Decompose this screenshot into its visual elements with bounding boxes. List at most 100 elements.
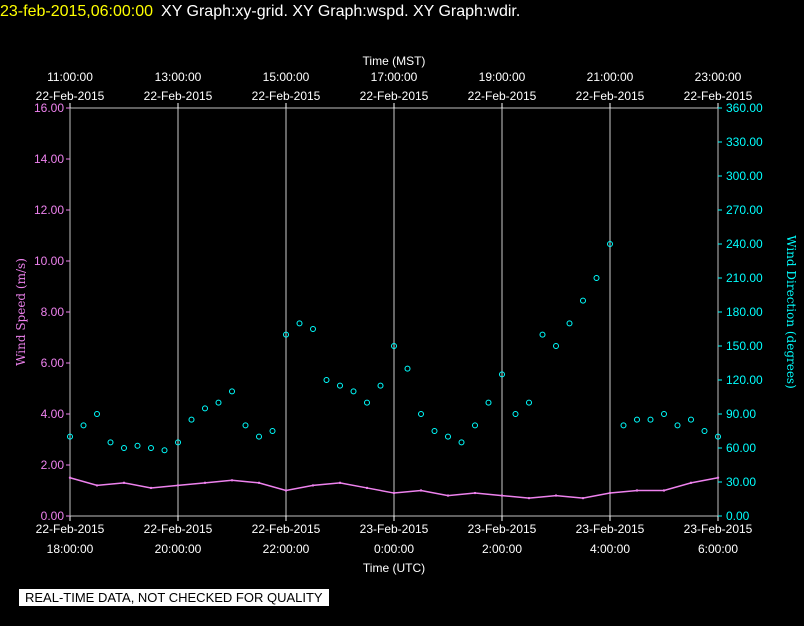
top-tick-time: 19:00:00 [479,70,526,84]
grid-lines [177,108,611,516]
bottom-tick-date: 23-Feb-2015 [576,522,645,536]
wind-speed-point [446,494,450,497]
top-tick-time: 21:00:00 [587,70,634,84]
wind-direction-point [161,447,168,454]
wind-speed-point [176,484,180,487]
wind-direction-point [242,422,249,429]
wind-direction-point [283,331,289,338]
right-tick-label: 270.00 [726,203,763,217]
top-tick-time: 17:00:00 [371,70,418,84]
bottom-tick-time: 0:00:00 [374,542,414,556]
wind-direction-point [458,439,465,446]
wind-speed-point [230,479,234,482]
wind-speed-point [338,481,342,485]
right-tick-label: 180.00 [726,305,763,319]
top-tick-time: 15:00:00 [263,70,310,84]
wind-direction-point [134,442,141,449]
left-tick-label: 4.00 [41,407,65,421]
right-tick-label: 60.00 [726,441,756,455]
right-tick-label: 0.00 [726,509,750,523]
wind-direction-point [256,433,262,440]
wind-direction-point [269,428,276,434]
wind-speed-point [419,489,423,492]
bottom-tick-time: 2:00:00 [482,542,522,556]
top-tick-date: 22-Feb-2015 [252,89,321,103]
quality-disclaimer: REAL-TIME DATA, NOT CHECKED FOR QUALITY [19,589,329,606]
wind-direction-point [323,377,330,383]
left-tick-label: 2.00 [41,458,65,472]
wind-direction-point [715,433,721,440]
wind-direction-point [539,331,546,338]
bottom-tick-time: 4:00:00 [590,542,630,556]
wind-direction-point [80,422,87,429]
right-tick-label: 300.00 [726,169,763,183]
wind-speed-point [689,481,693,485]
bottom-tick-date: 23-Feb-2015 [360,522,429,536]
wind-direction-point [175,439,181,446]
wind-speed-point [68,476,72,479]
left-tick-label: 12.00 [34,203,64,217]
left-tick-label: 14.00 [34,152,64,166]
right-tick-label: 30.00 [726,475,756,489]
bottom-tick-date: 23-Feb-2015 [684,522,753,536]
right-axis: 0.00 30.00 60.00 90.00 120.00 150.00 180.00 210… [718,101,763,523]
wind-speed-point [581,496,585,500]
wind-direction-point [688,416,694,423]
top-tick-date: 22-Feb-2015 [468,89,537,103]
right-tick-label: 240.00 [726,237,763,251]
wind-direction-point [121,445,127,451]
wind-direction-point [526,399,532,406]
wind-direction-point [431,428,438,434]
right-tick-label: 210.00 [726,271,763,285]
top-tick-time: 11:00:00 [47,70,93,84]
wind-speed-point [635,489,639,492]
wind-speed-point [392,491,396,495]
wind-direction-point [472,422,478,429]
left-axis-title: Wind Speed (m/s) [14,258,28,366]
wind-direction-point [647,416,654,423]
wind-direction-point [377,382,384,389]
right-tick-label: 90.00 [726,407,756,421]
wind-speed-point [500,494,504,497]
wind-direction-point [296,320,303,327]
right-tick-label: 360.00 [726,101,763,115]
wind-speed-point [527,496,531,500]
wind-direction-point [391,343,397,349]
wind-speed-point [122,481,126,485]
top-tick-date: 22-Feb-2015 [36,89,105,103]
top-tick-date: 22-Feb-2015 [144,89,213,103]
wind-speed-point [284,489,288,492]
wind-direction-point [94,411,100,417]
wind-direction-point [701,428,708,434]
wind-direction-point [67,433,73,440]
right-axis-title: Wind Direction (degrees) [784,235,798,389]
top-tick-date: 22-Feb-2015 [576,89,645,103]
wind-direction-point [229,388,235,395]
wind-speed-point [95,484,99,487]
bottom-tick-date: 22-Feb-2015 [144,522,213,536]
wind-speed-point [149,486,153,490]
top-axis-title: Time (MST) [363,54,426,68]
top-tick-date: 22-Feb-2015 [684,89,753,103]
wind-direction-point [364,399,370,406]
wind-speed-point [608,491,612,495]
chart-header: 23-feb-2015,06:00:00 XY Graph:xy-grid. XY… [0,3,520,21]
wind-direction-point [674,422,681,429]
wind-speed-point [365,486,369,490]
top-tick-time: 13:00:00 [155,70,202,84]
wind-direction-point [350,388,357,395]
wind-direction-point [148,445,154,451]
wind-speed-point [662,489,666,492]
wind-speed-point [311,484,315,487]
left-tick-label: 8.00 [41,305,65,319]
top-tick-time: 23:00:00 [695,70,742,84]
wind-direction-point [580,297,586,304]
wind-direction-series [67,241,721,454]
wind-direction-point [634,416,640,423]
right-tick-label: 150.00 [726,339,763,353]
bottom-axis: 22-Feb-2015 18:00:00 22-Feb-2015 20:00:00 22… [36,516,753,556]
wind-direction-point [607,241,613,247]
wind-direction-point [404,365,411,372]
wind-direction-point [553,343,559,349]
